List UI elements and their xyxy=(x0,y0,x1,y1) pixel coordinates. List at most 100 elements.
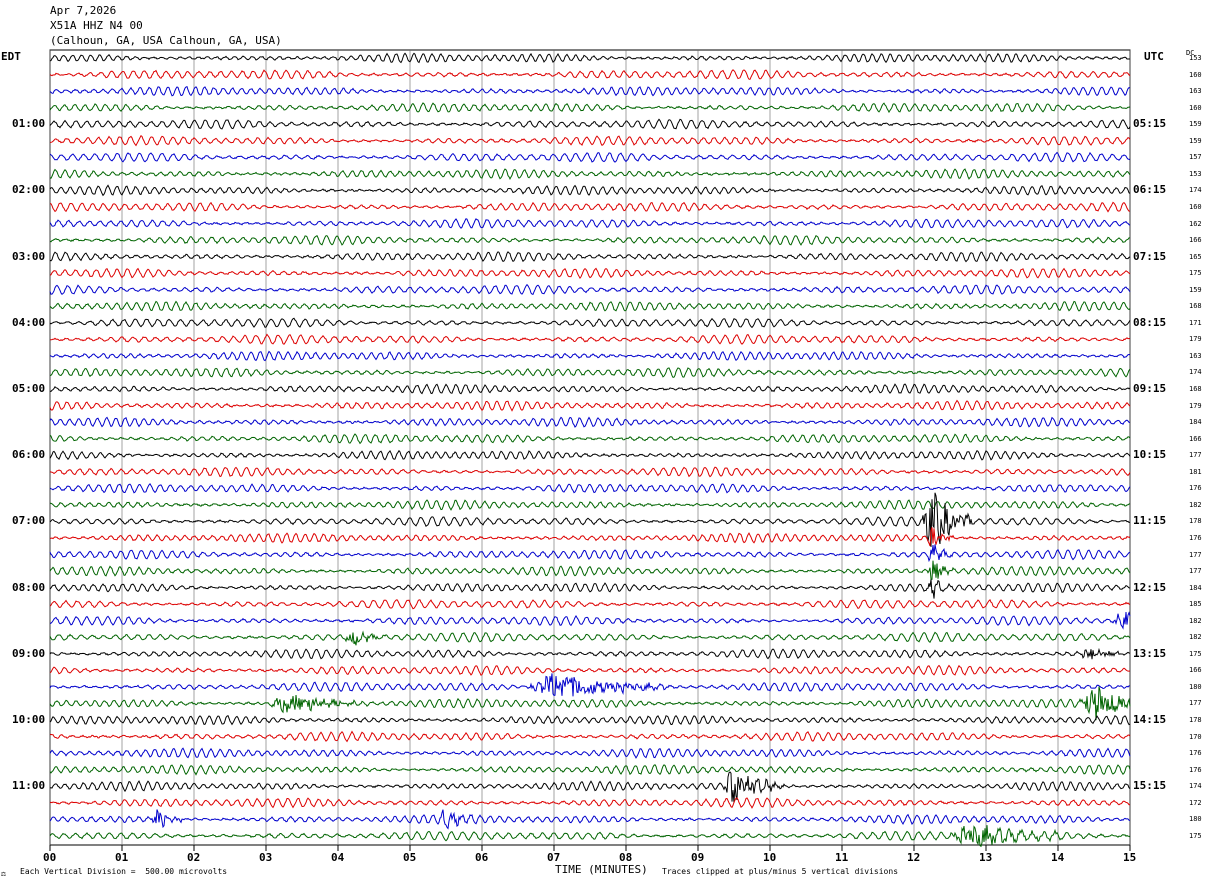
utc-hour-label: 15:15 xyxy=(1133,779,1167,793)
trace-dc-value: 174 xyxy=(1189,782,1202,791)
trace-dc-value: 180 xyxy=(1189,815,1202,824)
seismic-trace xyxy=(49,134,1131,147)
x-tick-label: 08 xyxy=(619,851,633,864)
trace-dc-value: 176 xyxy=(1189,765,1202,774)
x-tick-label: 03 xyxy=(259,851,273,864)
seismic-trace xyxy=(49,52,1131,64)
scale-note: Each Vertical Division = 500.00 microvol… xyxy=(20,867,228,876)
edt-hour-label: 03:00 xyxy=(12,249,46,263)
plot-date: Apr 7,2026 xyxy=(50,4,117,17)
trace-dc-value: 179 xyxy=(1189,335,1202,344)
seismic-trace xyxy=(49,599,1131,610)
trace-dc-value: 182 xyxy=(1189,633,1202,642)
x-tick-label: 13 xyxy=(979,851,993,864)
seismic-trace xyxy=(49,764,1131,776)
seismic-trace xyxy=(49,730,1131,743)
trace-dc-value: 160 xyxy=(1189,70,1202,79)
x-tick-label: 07 xyxy=(547,851,561,864)
trace-dc-value: 160 xyxy=(1189,202,1202,211)
edt-hour-label: 11:00 xyxy=(12,779,46,793)
seismic-trace xyxy=(49,201,1130,213)
edt-hour-label: 02:00 xyxy=(12,183,46,197)
trace-dc-value: 185 xyxy=(1189,600,1202,609)
seismic-trace xyxy=(49,686,1131,721)
trace-dc-value: 168 xyxy=(1189,302,1202,311)
x-tick-label: 15 xyxy=(1123,851,1137,864)
seismic-trace xyxy=(49,560,1131,580)
station-location: (Calhoun, GA, USA Calhoun, GA, USA) xyxy=(50,34,282,47)
trace-dc-value: 182 xyxy=(1189,616,1202,625)
trace-dc-value: 181 xyxy=(1189,467,1202,476)
edt-hour-label: 05:00 xyxy=(12,382,46,395)
seismic-trace xyxy=(49,151,1131,163)
seismic-trace xyxy=(49,283,1131,296)
trace-dc-value: 182 xyxy=(1189,500,1202,509)
utc-hour-label: 11:15 xyxy=(1133,514,1167,528)
seismic-trace xyxy=(49,483,1131,494)
edt-hour-label: 06:00 xyxy=(12,448,46,462)
seismic-trace xyxy=(49,673,1131,697)
x-tick-label: 10 xyxy=(763,851,777,864)
trace-dc-value: 165 xyxy=(1189,252,1202,261)
trace-dc-value: 168 xyxy=(1189,385,1202,393)
edt-hour-label: 04:00 xyxy=(12,315,46,329)
seismic-trace xyxy=(49,449,1131,461)
trace-dc-value: 159 xyxy=(1189,285,1202,294)
corner-mark: ⚖ xyxy=(1,869,6,878)
station-id: X51A HHZ N4 00 xyxy=(50,19,143,32)
seismic-trace xyxy=(49,579,1131,599)
utc-hour-label: 12:15 xyxy=(1133,580,1167,594)
trace-dc-value: 174 xyxy=(1189,368,1202,377)
utc-hour-label: 09:15 xyxy=(1133,382,1167,395)
plot-frame xyxy=(49,49,1131,846)
utc-hour-label: 14:15 xyxy=(1133,713,1167,726)
edt-hour-label: 07:00 xyxy=(12,514,46,528)
utc-hour-label: 06:15 xyxy=(1133,183,1167,197)
seismic-trace xyxy=(49,251,1131,263)
trace-dc-value: 176 xyxy=(1189,749,1202,758)
utc-hour-label: 10:15 xyxy=(1133,448,1167,462)
trace-dc-value: 153 xyxy=(1189,54,1202,62)
utc-hour-label: 13:15 xyxy=(1133,646,1167,660)
clip-note: Traces clipped at plus/minus 5 vertical … xyxy=(662,867,899,876)
seismic-trace xyxy=(49,367,1131,378)
trace-dc-value: 178 xyxy=(1189,716,1202,724)
trace-dc-value: 159 xyxy=(1189,120,1202,129)
x-tick-label: 05 xyxy=(403,851,417,864)
seismic-trace xyxy=(49,184,1131,197)
x-tick-label: 11 xyxy=(835,851,849,864)
utc-hour-label: 08:15 xyxy=(1133,315,1167,329)
x-tick-label: 02 xyxy=(187,851,201,864)
seismic-trace xyxy=(49,797,1131,809)
seismic-trace xyxy=(49,825,1131,848)
seismic-trace xyxy=(49,499,1131,511)
seismic-trace xyxy=(49,809,1131,830)
trace-dc-value: 159 xyxy=(1189,136,1202,145)
seismic-trace xyxy=(49,714,1131,726)
x-tick-label: 09 xyxy=(691,851,705,864)
seismic-trace xyxy=(49,771,1131,804)
seismic-trace xyxy=(49,433,1131,445)
trace-dc-value: 162 xyxy=(1189,219,1202,228)
x-tick-label: 00 xyxy=(43,851,57,864)
seismic-trace xyxy=(49,611,1131,630)
seismic-trace xyxy=(49,333,1131,345)
trace-dc-value: 174 xyxy=(1189,186,1202,195)
seismic-trace xyxy=(49,492,1131,547)
trace-dc-value: 177 xyxy=(1189,699,1202,708)
seismic-trace xyxy=(49,300,1131,312)
trace-dc-value: 175 xyxy=(1189,269,1202,278)
seismic-trace xyxy=(49,544,1131,563)
trace-dc-value: 163 xyxy=(1189,351,1202,360)
edt-hour-label: 08:00 xyxy=(12,580,46,594)
seismic-trace xyxy=(49,69,1131,80)
seismic-trace xyxy=(49,350,1131,362)
seismic-trace xyxy=(49,527,1131,547)
seismic-trace xyxy=(49,416,1131,428)
trace-dc-value: 176 xyxy=(1189,484,1202,493)
trace-dc-value: 177 xyxy=(1189,550,1202,559)
dc-label: DC xyxy=(1186,49,1195,57)
x-tick-label: 04 xyxy=(331,851,345,864)
trace-dc-value: 153 xyxy=(1189,169,1202,178)
seismic-trace xyxy=(49,118,1131,130)
